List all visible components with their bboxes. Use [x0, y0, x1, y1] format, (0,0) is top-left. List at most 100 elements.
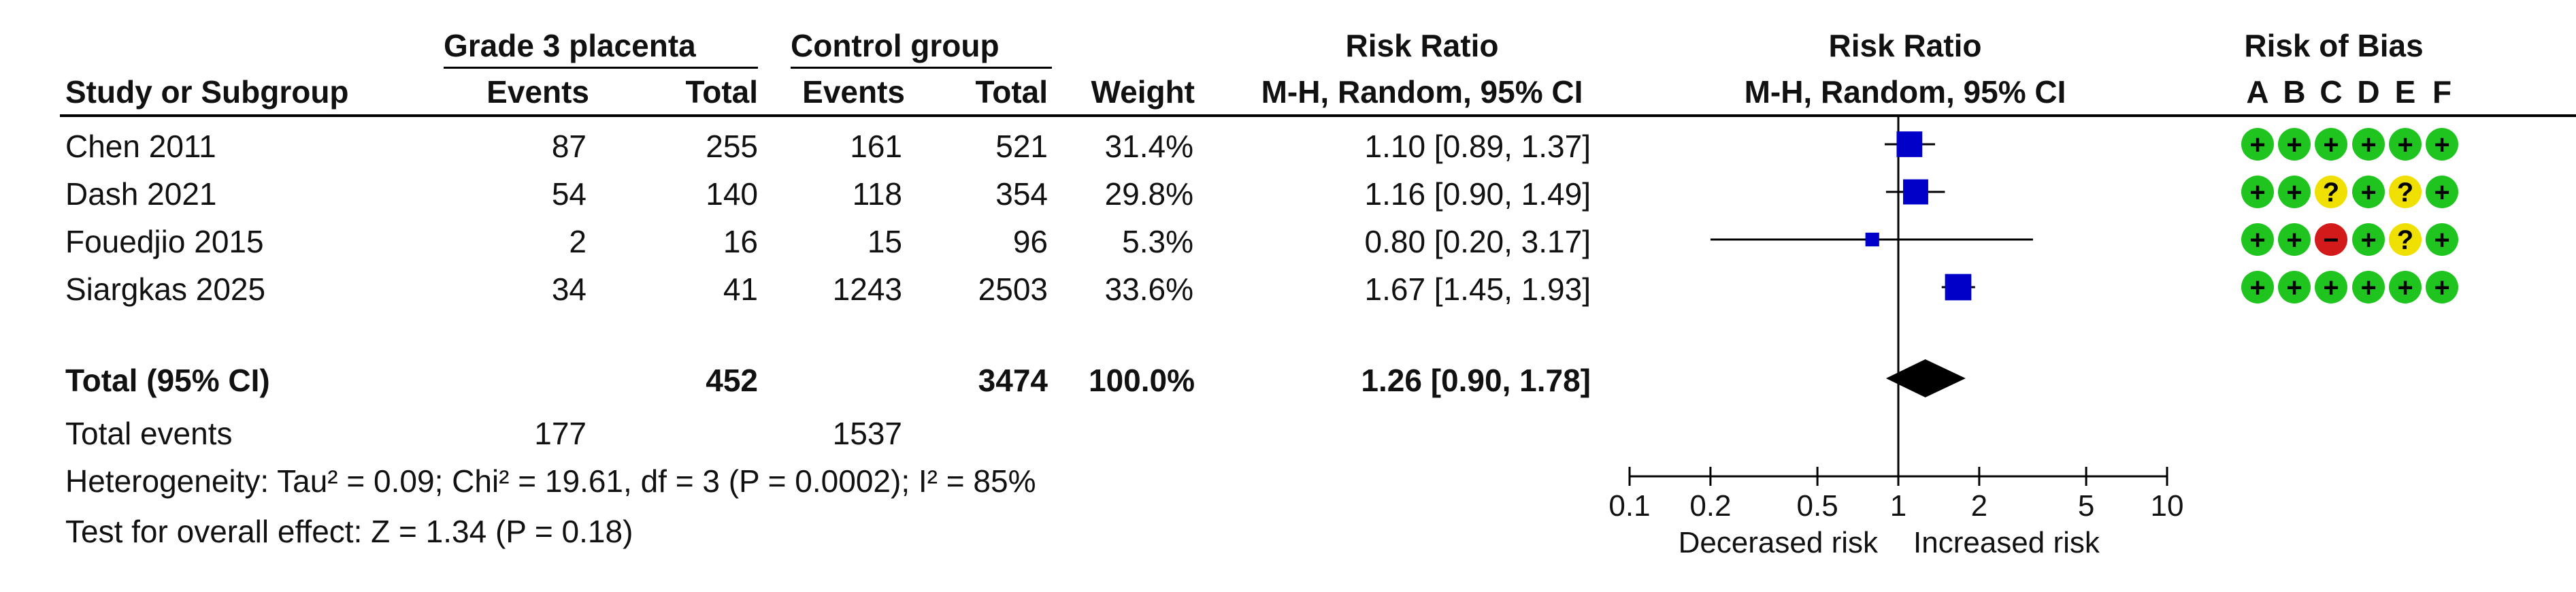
bias-judgement-icon: [2426, 128, 2458, 161]
study-square: [1902, 179, 1928, 205]
total1-value: 255: [706, 129, 758, 164]
bias-judgement-icon: [2352, 176, 2385, 208]
plot-method-header: M-H, Random, 95% CI: [1744, 74, 2066, 110]
rr-method-header: M-H, Random, 95% CI: [1261, 74, 1583, 110]
bias-symbol: +: [2360, 225, 2376, 255]
bias-judgement-icon: [2389, 223, 2422, 256]
events2-value: 161: [850, 129, 902, 164]
total-n1: 452: [706, 363, 758, 398]
bias-judgement-icon: [2278, 223, 2311, 256]
x-tick-label: 0.2: [1689, 489, 1731, 523]
rr-ci-value: 1.16 [0.90, 1.49]: [1364, 176, 1591, 212]
events1-value: 87: [551, 129, 587, 164]
bias-symbol: −: [2323, 225, 2339, 255]
bias-symbol: +: [2249, 130, 2265, 160]
total-events-e1: 177: [534, 416, 587, 451]
total2-value: 521: [995, 129, 1048, 164]
total-ci: 1.26 [0.90, 1.78]: [1361, 363, 1591, 398]
weight-header: Weight: [1091, 74, 1195, 110]
events2-value: 1243: [832, 272, 902, 307]
study-name: Fouedjio 2015: [65, 224, 264, 259]
bias-symbol: ?: [2323, 178, 2339, 208]
study-col-header: Study or Subgroup: [65, 74, 349, 110]
bias-judgement-icon: [2278, 128, 2311, 161]
bias-judgement-icon: [2352, 271, 2385, 303]
events2-value: 15: [867, 224, 902, 259]
total-weight: 100.0%: [1088, 363, 1195, 398]
total1-header: Total: [685, 74, 758, 110]
total-n2: 3474: [978, 363, 1048, 398]
bias-symbol: +: [2323, 130, 2339, 160]
weight-value: 33.6%: [1104, 272, 1193, 307]
bias-symbol: +: [2434, 225, 2449, 255]
bias-symbol: ?: [2397, 178, 2413, 208]
bias-domain-letter: B: [2283, 74, 2306, 110]
x-tick-label: 0.1: [1608, 489, 1650, 523]
bias-symbol: +: [2249, 178, 2265, 208]
group1-header: Grade 3 placenta: [444, 28, 696, 63]
bias-symbol: +: [2286, 178, 2302, 208]
total-events-e2: 1537: [832, 416, 902, 451]
bias-domain-letter: E: [2394, 74, 2416, 110]
bias-judgement-icon: [2241, 176, 2274, 208]
bias-symbol: ?: [2397, 225, 2413, 255]
bias-symbol: +: [2360, 178, 2376, 208]
bias-judgement-icon: [2426, 176, 2458, 208]
bias-title: Risk of Bias: [2244, 28, 2424, 63]
total2-value: 354: [995, 176, 1048, 212]
study-name: Siargkas 2025: [65, 272, 266, 307]
study-square: [1896, 131, 1923, 157]
bias-symbol: +: [2249, 273, 2265, 303]
events2-value: 118: [852, 176, 902, 212]
overall-effect-text: Test for overall effect: Z = 1.34 (P = 0…: [65, 514, 633, 549]
x-tick-label: 5: [2078, 489, 2094, 523]
bias-judgement-icon: [2241, 271, 2274, 303]
bias-judgement-icon: [2315, 128, 2347, 161]
bias-judgement-icon: [2241, 128, 2274, 161]
bias-symbol: +: [2249, 225, 2265, 255]
total-events-label: Total events: [65, 416, 233, 451]
bias-domain-letter: F: [2432, 74, 2452, 110]
total2-value: 2503: [978, 272, 1048, 307]
bias-judgement-icon: [2389, 271, 2422, 303]
bias-symbol: +: [2286, 130, 2302, 160]
rr-ci-value: 1.67 [1.45, 1.93]: [1364, 272, 1591, 307]
group1-rule: [444, 67, 758, 69]
total2-header: Total: [975, 74, 1048, 110]
bias-symbol: +: [2434, 273, 2449, 303]
study-name: Chen 2011: [65, 129, 216, 164]
x-tick-label: 1: [1890, 489, 1906, 523]
plot-title: Risk Ratio: [1828, 28, 1982, 63]
weight-value: 5.3%: [1122, 224, 1193, 259]
bias-symbol: +: [2434, 178, 2449, 208]
bias-symbol: +: [2286, 273, 2302, 303]
bias-domain-letter: C: [2319, 74, 2343, 110]
bias-judgement-icon: [2426, 271, 2458, 303]
study-name: Dash 2021: [65, 176, 217, 212]
group2-header: Control group: [791, 28, 1000, 63]
bias-judgement-icon: [2426, 223, 2458, 256]
pooled-diamond: [1885, 359, 1966, 397]
events1-value: 54: [551, 176, 587, 212]
x-tick-label: 2: [1971, 489, 1987, 523]
total2-value: 96: [1012, 224, 1048, 259]
events1-value: 2: [569, 224, 587, 259]
events1-header: Events: [486, 74, 589, 110]
group2-rule: [791, 67, 1052, 69]
rr-title: Risk Ratio: [1345, 28, 1499, 63]
bias-judgement-icon: [2315, 223, 2347, 256]
bias-judgement-icon: [2315, 176, 2347, 208]
bias-domain-letter: A: [2246, 74, 2269, 110]
bias-judgement-icon: [2352, 128, 2385, 161]
bias-judgement-icon: [2278, 176, 2311, 208]
bias-judgement-icon: [2389, 128, 2422, 161]
bias-judgement-icon: [2241, 223, 2274, 256]
total1-value: 16: [723, 224, 758, 259]
total1-value: 140: [706, 176, 758, 212]
bias-symbol: +: [2323, 273, 2339, 303]
bias-symbol: +: [2360, 130, 2376, 160]
weight-value: 29.8%: [1104, 176, 1193, 212]
bias-symbol: +: [2286, 225, 2302, 255]
bias-judgement-icon: [2352, 223, 2385, 256]
